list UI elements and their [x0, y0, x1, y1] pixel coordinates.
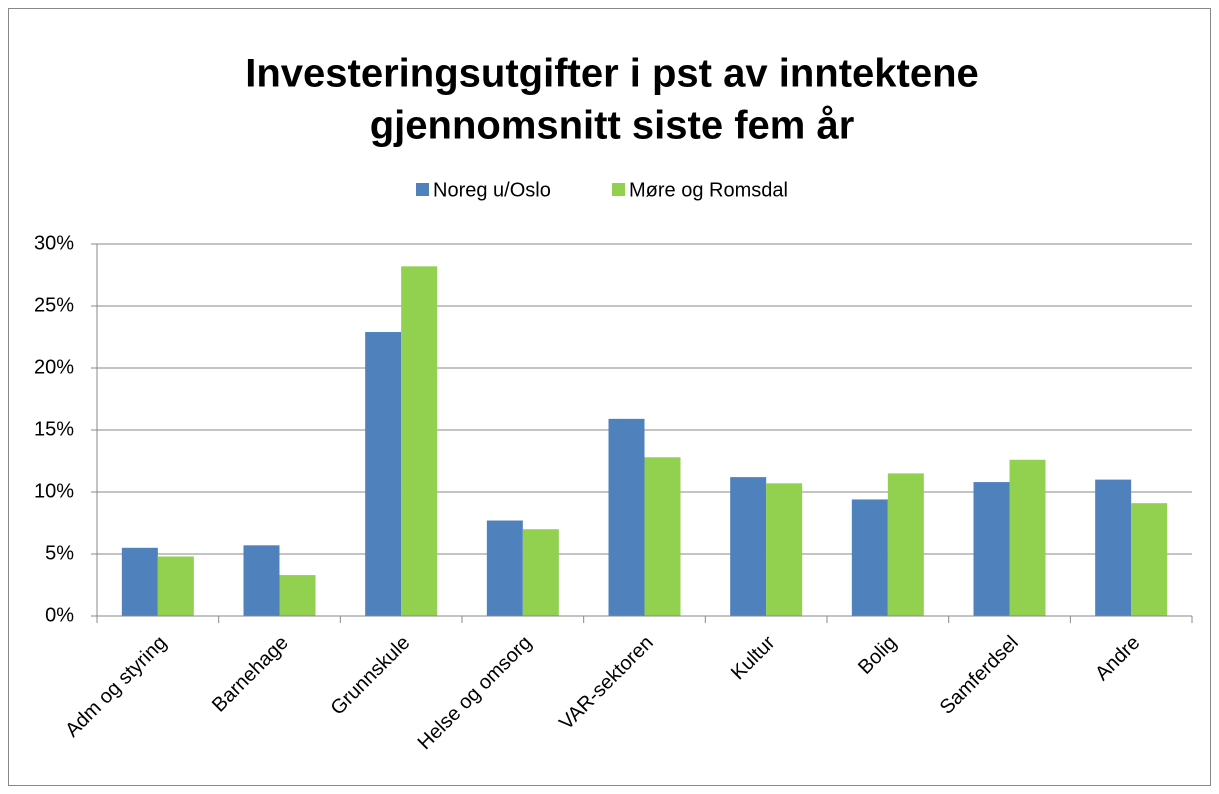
y-tick-label: 15% [34, 418, 74, 440]
bar [973, 482, 1010, 616]
bar [766, 483, 803, 616]
chart-title: Investeringsutgifter i pst av inntektene [245, 52, 979, 96]
bar [157, 556, 194, 616]
bar [730, 477, 767, 616]
bar [243, 545, 280, 616]
chart-title: gjennomsnitt siste fem år [370, 104, 855, 148]
legend-swatch [612, 183, 625, 196]
bar [1009, 459, 1046, 616]
y-tick-label: 0% [45, 604, 74, 626]
bar [1095, 479, 1132, 616]
bar [522, 529, 559, 616]
bar [887, 473, 924, 616]
bar [851, 499, 888, 616]
bar [279, 575, 316, 616]
y-tick-label: 30% [34, 232, 74, 254]
y-tick-label: 25% [34, 294, 74, 316]
bar [486, 520, 523, 616]
bar [401, 266, 438, 616]
bar [608, 418, 645, 616]
bar [644, 457, 681, 616]
bar [1131, 503, 1168, 616]
legend-swatch [416, 183, 429, 196]
y-tick-label: 5% [45, 542, 74, 564]
legend-label: Møre og Romsdal [629, 179, 788, 201]
bar [365, 332, 402, 616]
legend-label: Noreg u/Oslo [433, 179, 551, 201]
y-tick-label: 10% [34, 480, 74, 502]
y-tick-label: 20% [34, 356, 74, 378]
chart-border [8, 8, 1211, 786]
bar [121, 547, 158, 616]
